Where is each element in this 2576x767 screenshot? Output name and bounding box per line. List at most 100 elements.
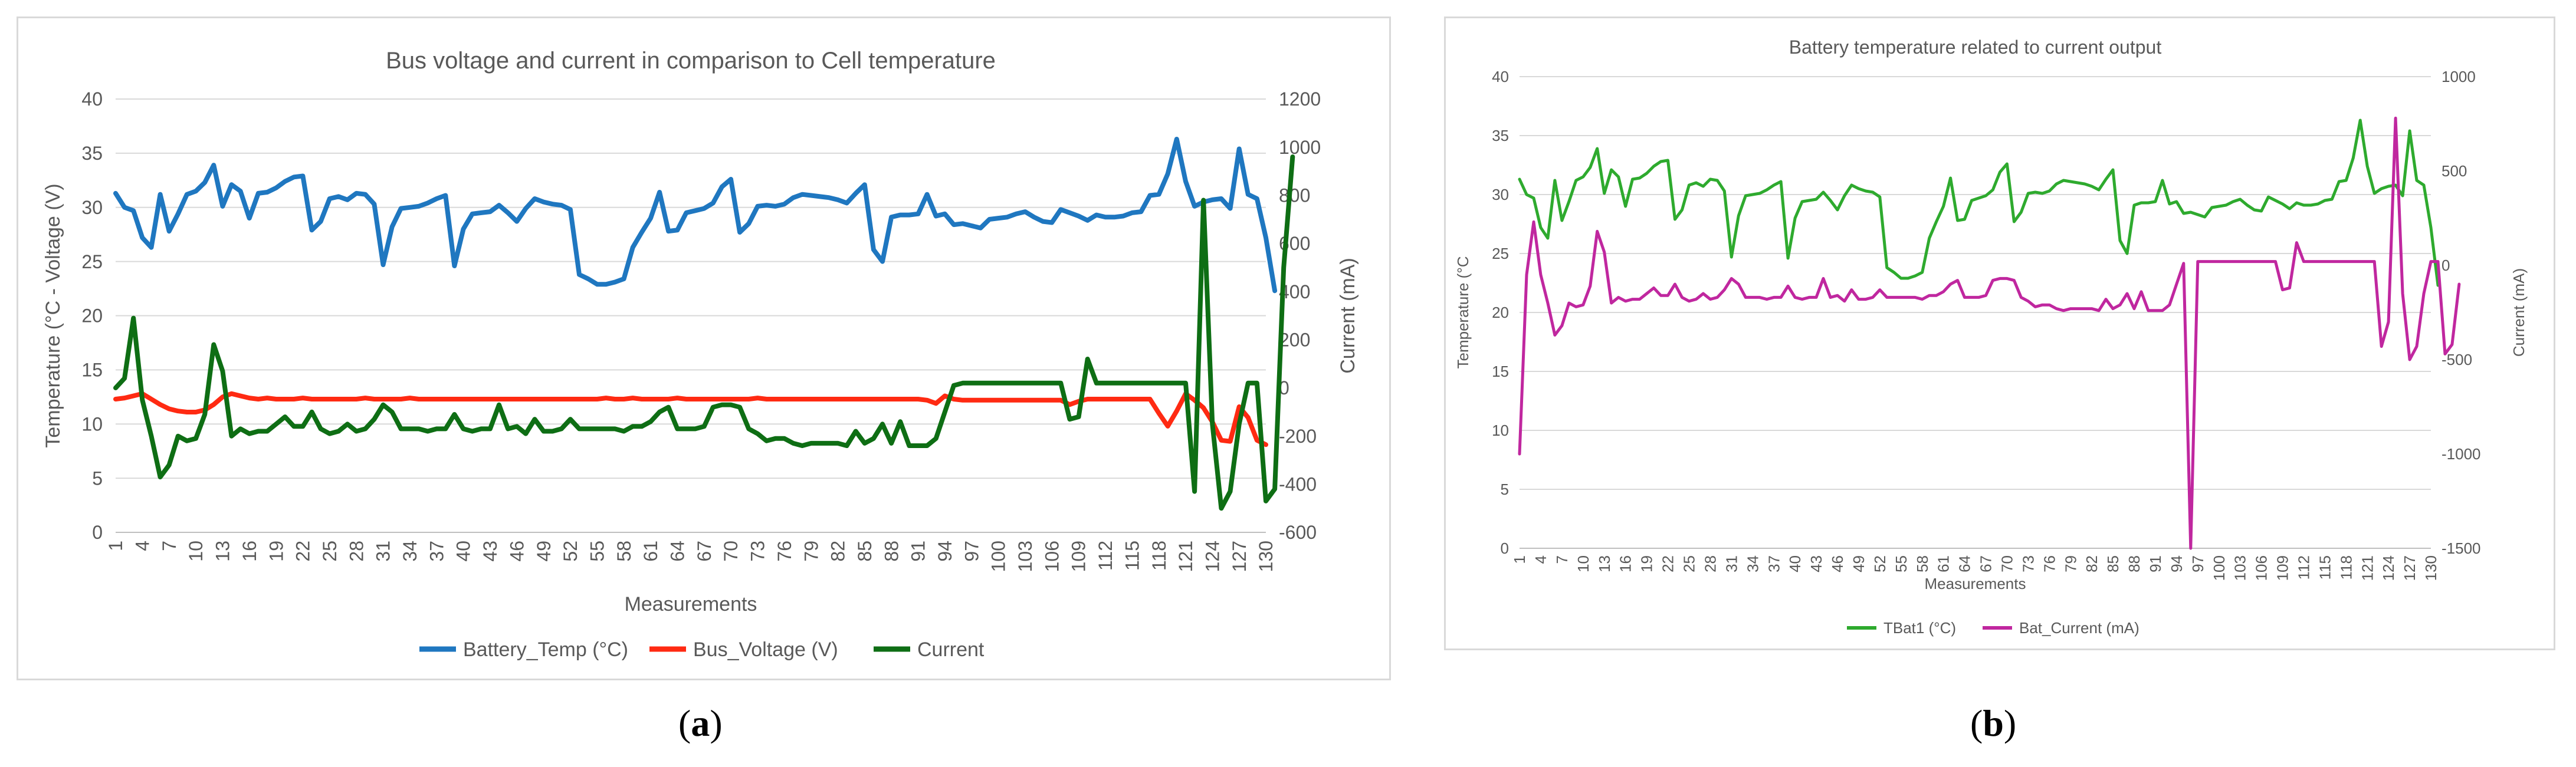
y-right-tick-label: -400 [1279,474,1317,495]
x-tick-label: 25 [319,541,340,562]
x-tick-label: 46 [506,541,527,562]
y-right-tick-label: 1000 [2442,68,2476,85]
x-tick-label: 1 [105,541,126,551]
x-tick-label: 112 [1095,541,1116,571]
x-tick-label: 127 [1229,541,1250,572]
x-tick-label: 61 [640,541,661,562]
x-tick-label: 43 [1807,555,1825,572]
x-tick-label: 67 [1977,555,1995,572]
legend-label-1: TBat1 (°C) [1883,619,1956,637]
x-tick-label: 49 [533,541,554,562]
x-tick-label: 103 [1015,541,1036,572]
x-tick-label: 58 [1914,555,1931,572]
x-tick-label: 97 [2189,555,2207,572]
x-tick-label: 1 [1511,555,1528,564]
x-tick-label: 115 [2316,555,2334,580]
x-tick-label: 22 [1659,555,1677,572]
y-left-tick-label: 25 [81,251,103,272]
x-tick-label: 100 [2210,555,2228,581]
x-tick-label: 13 [1596,555,1613,572]
x-tick-label: 4 [132,541,153,551]
x-tick-label: 43 [480,541,501,562]
x-tick-label: 118 [1148,541,1170,571]
y-left-tick-label: 40 [1492,68,1509,85]
x-tick-label: 91 [2147,555,2164,572]
y-right-tick-label: 200 [1279,330,1310,351]
legend-label-1: Battery_Temp (°C) [463,638,628,661]
series-line-1 [113,137,1278,294]
y-left-tick-label: 15 [81,360,103,381]
x-tick-label: 64 [667,541,688,562]
y-right-tick-label: -200 [1279,426,1317,447]
x-tick-label: 7 [159,541,180,551]
x-tick-label: 73 [747,541,769,562]
x-tick-label: 28 [346,541,367,562]
x-tick-label: 64 [1956,555,1974,572]
y-left-tick-label: 30 [1492,186,1509,203]
y-right-tick-label: -1000 [2442,445,2481,463]
x-tick-label: 121 [2358,555,2376,581]
x-tick-label: 106 [1041,541,1062,572]
x-tick-label: 97 [961,541,982,562]
x-tick-label: 67 [694,541,715,562]
y-right-tick-label: 500 [2442,162,2467,180]
x-tick-label: 127 [2401,555,2419,581]
x-tick-label: 10 [1574,555,1592,572]
x-tick-label: 76 [2040,555,2058,572]
y-right-tick-label: -600 [1279,522,1317,543]
y-left-tick-label: 35 [1492,127,1509,144]
chart-a-svg: Bus voltage and current in comparison to… [42,48,1359,661]
x-tick-label: 52 [1871,555,1889,572]
panel-label-b: (b) [1970,702,2017,744]
legend-label-3: Current [917,638,985,661]
x-tick-label: 55 [586,541,608,562]
x-tick-label: 40 [453,541,474,562]
chart-title: Battery temperature related to current o… [1789,37,2162,58]
x-tick-label: 94 [934,541,956,562]
x-tick-label: 88 [2125,555,2143,572]
x-tick-label: 106 [2253,555,2270,581]
x-axis-title: Measurements [625,593,757,615]
chart-panel-a: Bus voltage and current in comparison to… [17,17,1391,680]
series-line-2 [113,391,1268,447]
x-tick-label: 112 [2295,555,2313,580]
x-tick-label: 124 [1202,541,1223,572]
x-tick-label: 85 [854,541,875,562]
x-tick-label: 22 [293,541,314,562]
x-tick-label: 40 [1786,555,1804,572]
x-tick-label: 34 [1744,555,1761,572]
x-tick-label: 19 [1638,555,1656,572]
x-tick-label: 70 [720,541,741,562]
y-left-tick-label: 10 [81,413,103,434]
x-tick-label: 34 [399,541,421,562]
x-tick-label: 28 [1701,555,1719,572]
x-tick-label: 109 [2274,555,2292,581]
y-left-tick-label: 15 [1492,363,1509,380]
x-tick-label: 16 [239,541,260,562]
x-tick-label: 4 [1532,555,1550,564]
x-tick-label: 79 [800,541,822,562]
x-tick-label: 31 [1722,555,1740,572]
y-left-tick-label: 5 [92,468,103,489]
y-left-tick-label: 25 [1492,245,1509,262]
x-tick-label: 61 [1935,555,1952,572]
y-left-tick-label: 0 [92,522,103,543]
x-tick-label: 82 [828,541,849,562]
panel-label-a: (a) [678,702,723,744]
x-tick-label: 37 [1765,555,1783,572]
x-tick-label: 124 [2380,555,2397,581]
x-tick-label: 46 [1829,555,1846,572]
x-tick-label: 85 [2104,555,2122,572]
x-tick-label: 91 [908,541,929,562]
x-axis-title: Measurements [1925,575,2026,592]
legend-label-2: Bat_Current (mA) [2019,619,2139,637]
y-right-axis-title: Current (mA) [1337,258,1359,373]
x-tick-label: 58 [613,541,635,562]
y-right-tick-label: 1200 [1279,88,1321,110]
y-left-tick-label: 40 [81,88,103,110]
y-left-tick-label: 35 [81,143,103,164]
x-tick-label: 52 [560,541,581,562]
chart-title: Bus voltage and current in comparison to… [386,48,996,74]
x-tick-label: 118 [2337,555,2355,580]
legend-label-2: Bus_Voltage (V) [693,638,838,661]
